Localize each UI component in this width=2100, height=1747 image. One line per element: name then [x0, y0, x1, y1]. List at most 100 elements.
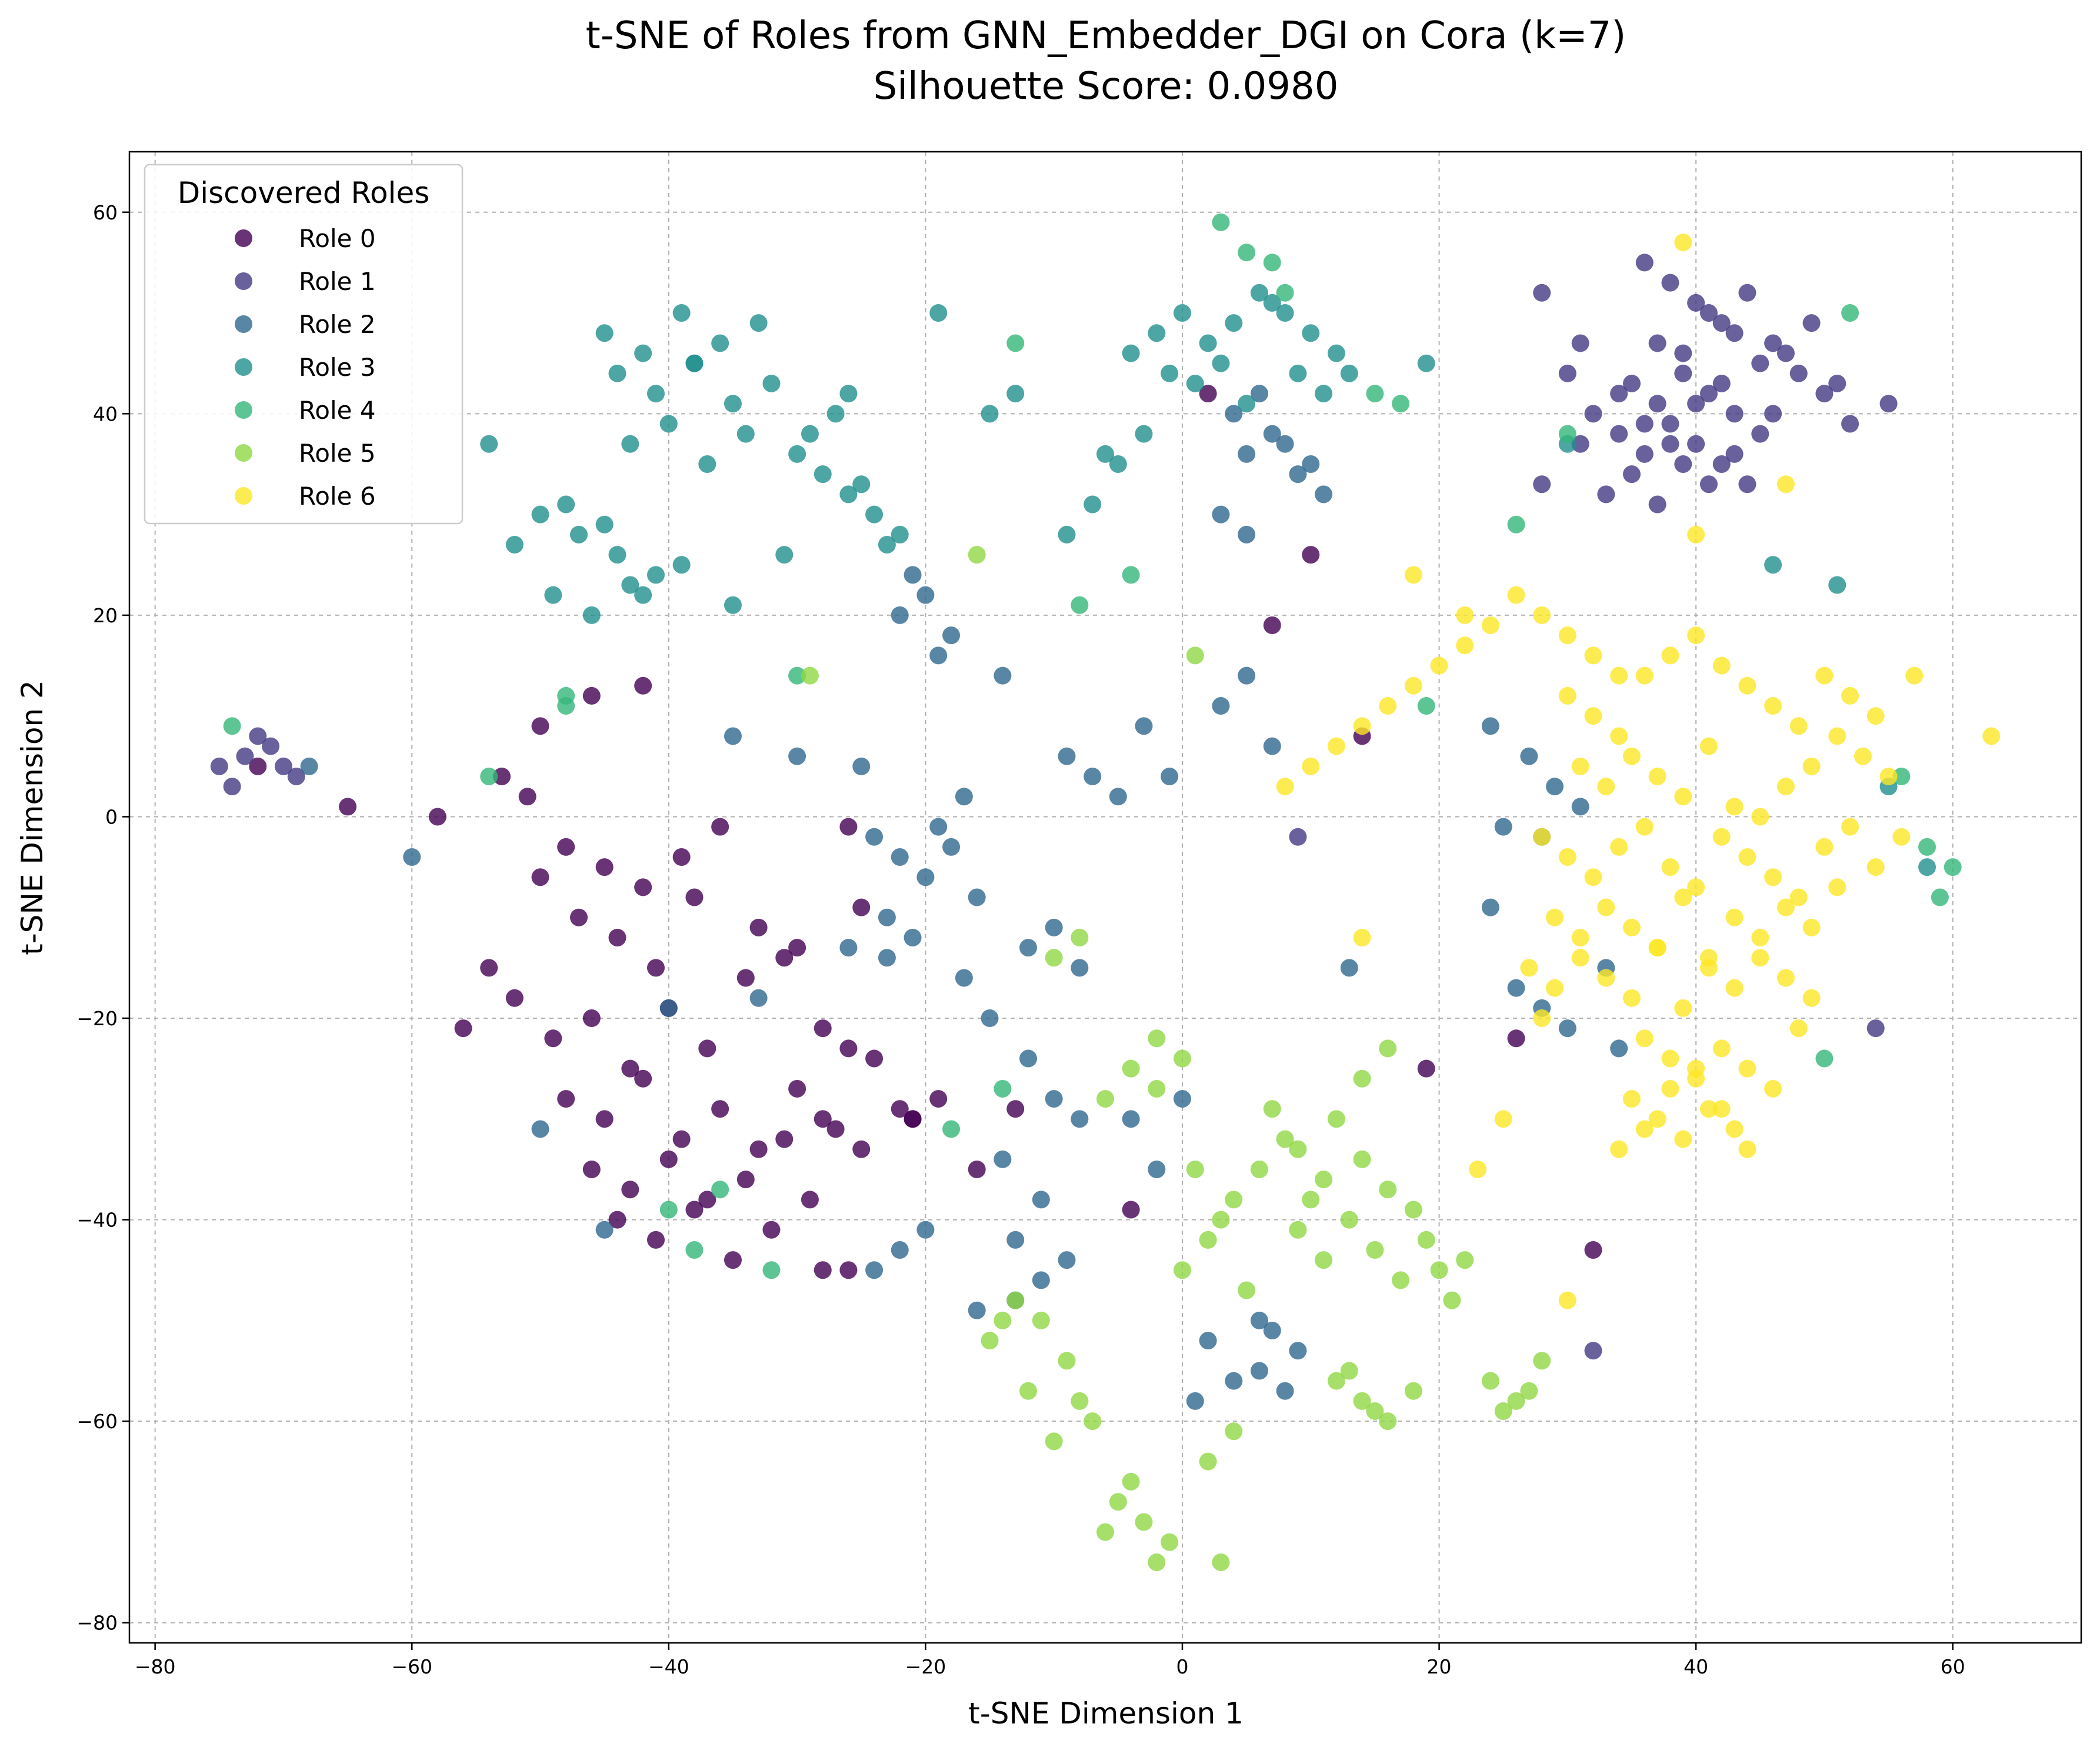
- data-point: [1006, 385, 1025, 403]
- data-point: [1186, 1392, 1204, 1410]
- data-point: [1841, 818, 1859, 836]
- data-point: [1315, 1251, 1333, 1269]
- data-point: [621, 435, 639, 453]
- data-point: [582, 686, 601, 705]
- data-point: [1417, 1059, 1435, 1078]
- data-point: [1648, 767, 1666, 785]
- data-point: [659, 1150, 678, 1168]
- data-point: [1944, 858, 1962, 876]
- data-point: [814, 1261, 832, 1279]
- data-point: [1481, 1372, 1499, 1390]
- data-point: [1648, 395, 1666, 413]
- y-tick-label: 40: [93, 402, 118, 425]
- data-point: [1751, 425, 1769, 443]
- data-point: [1071, 1392, 1089, 1410]
- legend-label: Role 3: [299, 353, 376, 382]
- legend-marker: [235, 444, 252, 462]
- data-point: [1520, 747, 1538, 765]
- data-point: [1661, 435, 1679, 453]
- data-point: [1725, 908, 1744, 926]
- data-point: [1699, 959, 1718, 977]
- data-point: [1789, 1019, 1808, 1038]
- data-point: [1546, 778, 1564, 796]
- data-point: [1802, 314, 1821, 332]
- data-point: [1404, 676, 1422, 695]
- data-point: [878, 949, 896, 967]
- data-point: [1494, 1110, 1512, 1128]
- data-point: [724, 727, 742, 745]
- data-point: [1289, 1342, 1307, 1360]
- data-point: [1854, 747, 1872, 765]
- data-point: [1417, 354, 1435, 372]
- data-point: [1302, 546, 1320, 564]
- data-point: [1584, 1342, 1602, 1360]
- data-point: [1058, 747, 1076, 765]
- data-point: [1302, 324, 1320, 342]
- data-point: [1610, 838, 1628, 856]
- data-point: [852, 1140, 871, 1158]
- data-point: [1533, 828, 1551, 846]
- data-point: [1507, 1392, 1525, 1410]
- data-point: [1635, 818, 1654, 836]
- data-point: [724, 596, 742, 614]
- data-point: [1751, 354, 1769, 372]
- x-tick-label: 60: [1941, 1655, 1965, 1678]
- legend-box: [144, 164, 464, 525]
- data-point: [1096, 1090, 1114, 1108]
- data-point: [1776, 898, 1795, 916]
- data-point: [1045, 1090, 1063, 1108]
- data-point: [1751, 808, 1769, 826]
- series-role-6: [1276, 234, 2001, 1309]
- data-point: [1340, 959, 1358, 977]
- data-point: [968, 1301, 986, 1319]
- data-point: [1186, 646, 1204, 665]
- data-point: [1828, 374, 1846, 392]
- data-point: [775, 949, 794, 967]
- data-point: [672, 304, 691, 322]
- data-point: [1751, 929, 1769, 947]
- data-point: [826, 405, 845, 423]
- data-point: [1507, 586, 1525, 604]
- data-point: [634, 1069, 652, 1088]
- data-point: [994, 1150, 1012, 1168]
- data-point: [1738, 676, 1756, 695]
- data-point: [878, 536, 896, 554]
- data-point: [1045, 1432, 1063, 1451]
- data-point: [1635, 1029, 1654, 1048]
- data-point: [814, 1110, 832, 1128]
- data-point: [1481, 717, 1499, 735]
- data-point: [1533, 284, 1551, 302]
- data-point: [1712, 1100, 1731, 1118]
- data-point: [672, 1130, 691, 1148]
- data-point: [839, 939, 858, 957]
- data-point: [1674, 234, 1692, 252]
- data-point: [1507, 1029, 1525, 1048]
- data-point: [942, 838, 961, 856]
- data-point: [1764, 1079, 1782, 1098]
- data-point: [1096, 445, 1114, 463]
- data-point: [1674, 1130, 1692, 1148]
- x-tick-label: 0: [1176, 1655, 1188, 1678]
- data-point: [1340, 364, 1358, 382]
- data-point: [788, 939, 806, 957]
- data-point: [454, 1019, 472, 1038]
- data-point: [698, 455, 716, 473]
- data-point: [1674, 455, 1692, 473]
- data-point: [1148, 1029, 1166, 1048]
- data-point: [839, 1261, 858, 1279]
- data-point: [1353, 1392, 1371, 1410]
- data-point: [801, 666, 819, 685]
- data-point: [852, 475, 871, 494]
- data-point: [891, 1100, 909, 1118]
- data-point: [1699, 385, 1718, 403]
- data-point: [788, 666, 806, 685]
- data-point: [891, 848, 909, 866]
- data-point: [1353, 1069, 1371, 1088]
- data-point: [1597, 778, 1615, 796]
- data-point: [1212, 213, 1230, 231]
- y-axis-label: t-SNE Dimension 2: [15, 680, 49, 955]
- data-point: [1738, 475, 1756, 494]
- legend-marker: [235, 487, 252, 505]
